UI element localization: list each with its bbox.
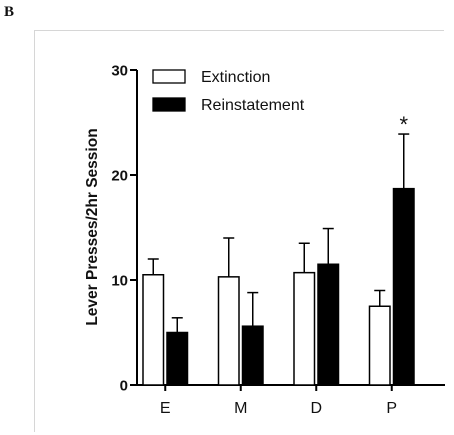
bar-extinction-M <box>217 276 240 386</box>
legend-swatch-extinction <box>152 69 186 84</box>
figure-frame <box>34 30 444 432</box>
legend-swatch-reinstatement <box>152 97 186 112</box>
bar-extinction-E <box>142 274 165 386</box>
bars <box>142 187 415 386</box>
y-tick-label-30: 30 <box>111 63 128 80</box>
bar-reinstatement-D <box>317 263 340 386</box>
annotations: * <box>399 112 408 137</box>
x-category-label-M: M <box>234 400 247 417</box>
error-bars <box>147 133 410 333</box>
y-ticks: 0 10 20 30 <box>111 63 137 395</box>
x-category-label-D: D <box>310 400 322 417</box>
panel-letter: B <box>4 4 15 20</box>
significance-asterisk: * <box>399 112 408 137</box>
y-tick-label-20: 20 <box>111 168 128 185</box>
bar-reinstatement-E <box>166 331 189 386</box>
bar-reinstatement-P <box>392 187 415 386</box>
bar-reinstatement-M <box>241 325 264 386</box>
legend-label-extinction: Extinction <box>201 69 270 86</box>
legend: Extinction Reinstatement <box>152 69 305 114</box>
y-tick-label-10: 10 <box>111 273 128 290</box>
x-category-label-P: P <box>386 400 397 417</box>
y-axis-title: Lever Presses/2hr Session <box>84 128 101 325</box>
x-category-label-E: E <box>160 400 171 417</box>
bar-extinction-D <box>293 271 316 386</box>
bar-extinction-P <box>368 305 391 386</box>
legend-label-reinstatement: Reinstatement <box>201 97 305 114</box>
y-tick-label-0: 0 <box>120 378 128 395</box>
